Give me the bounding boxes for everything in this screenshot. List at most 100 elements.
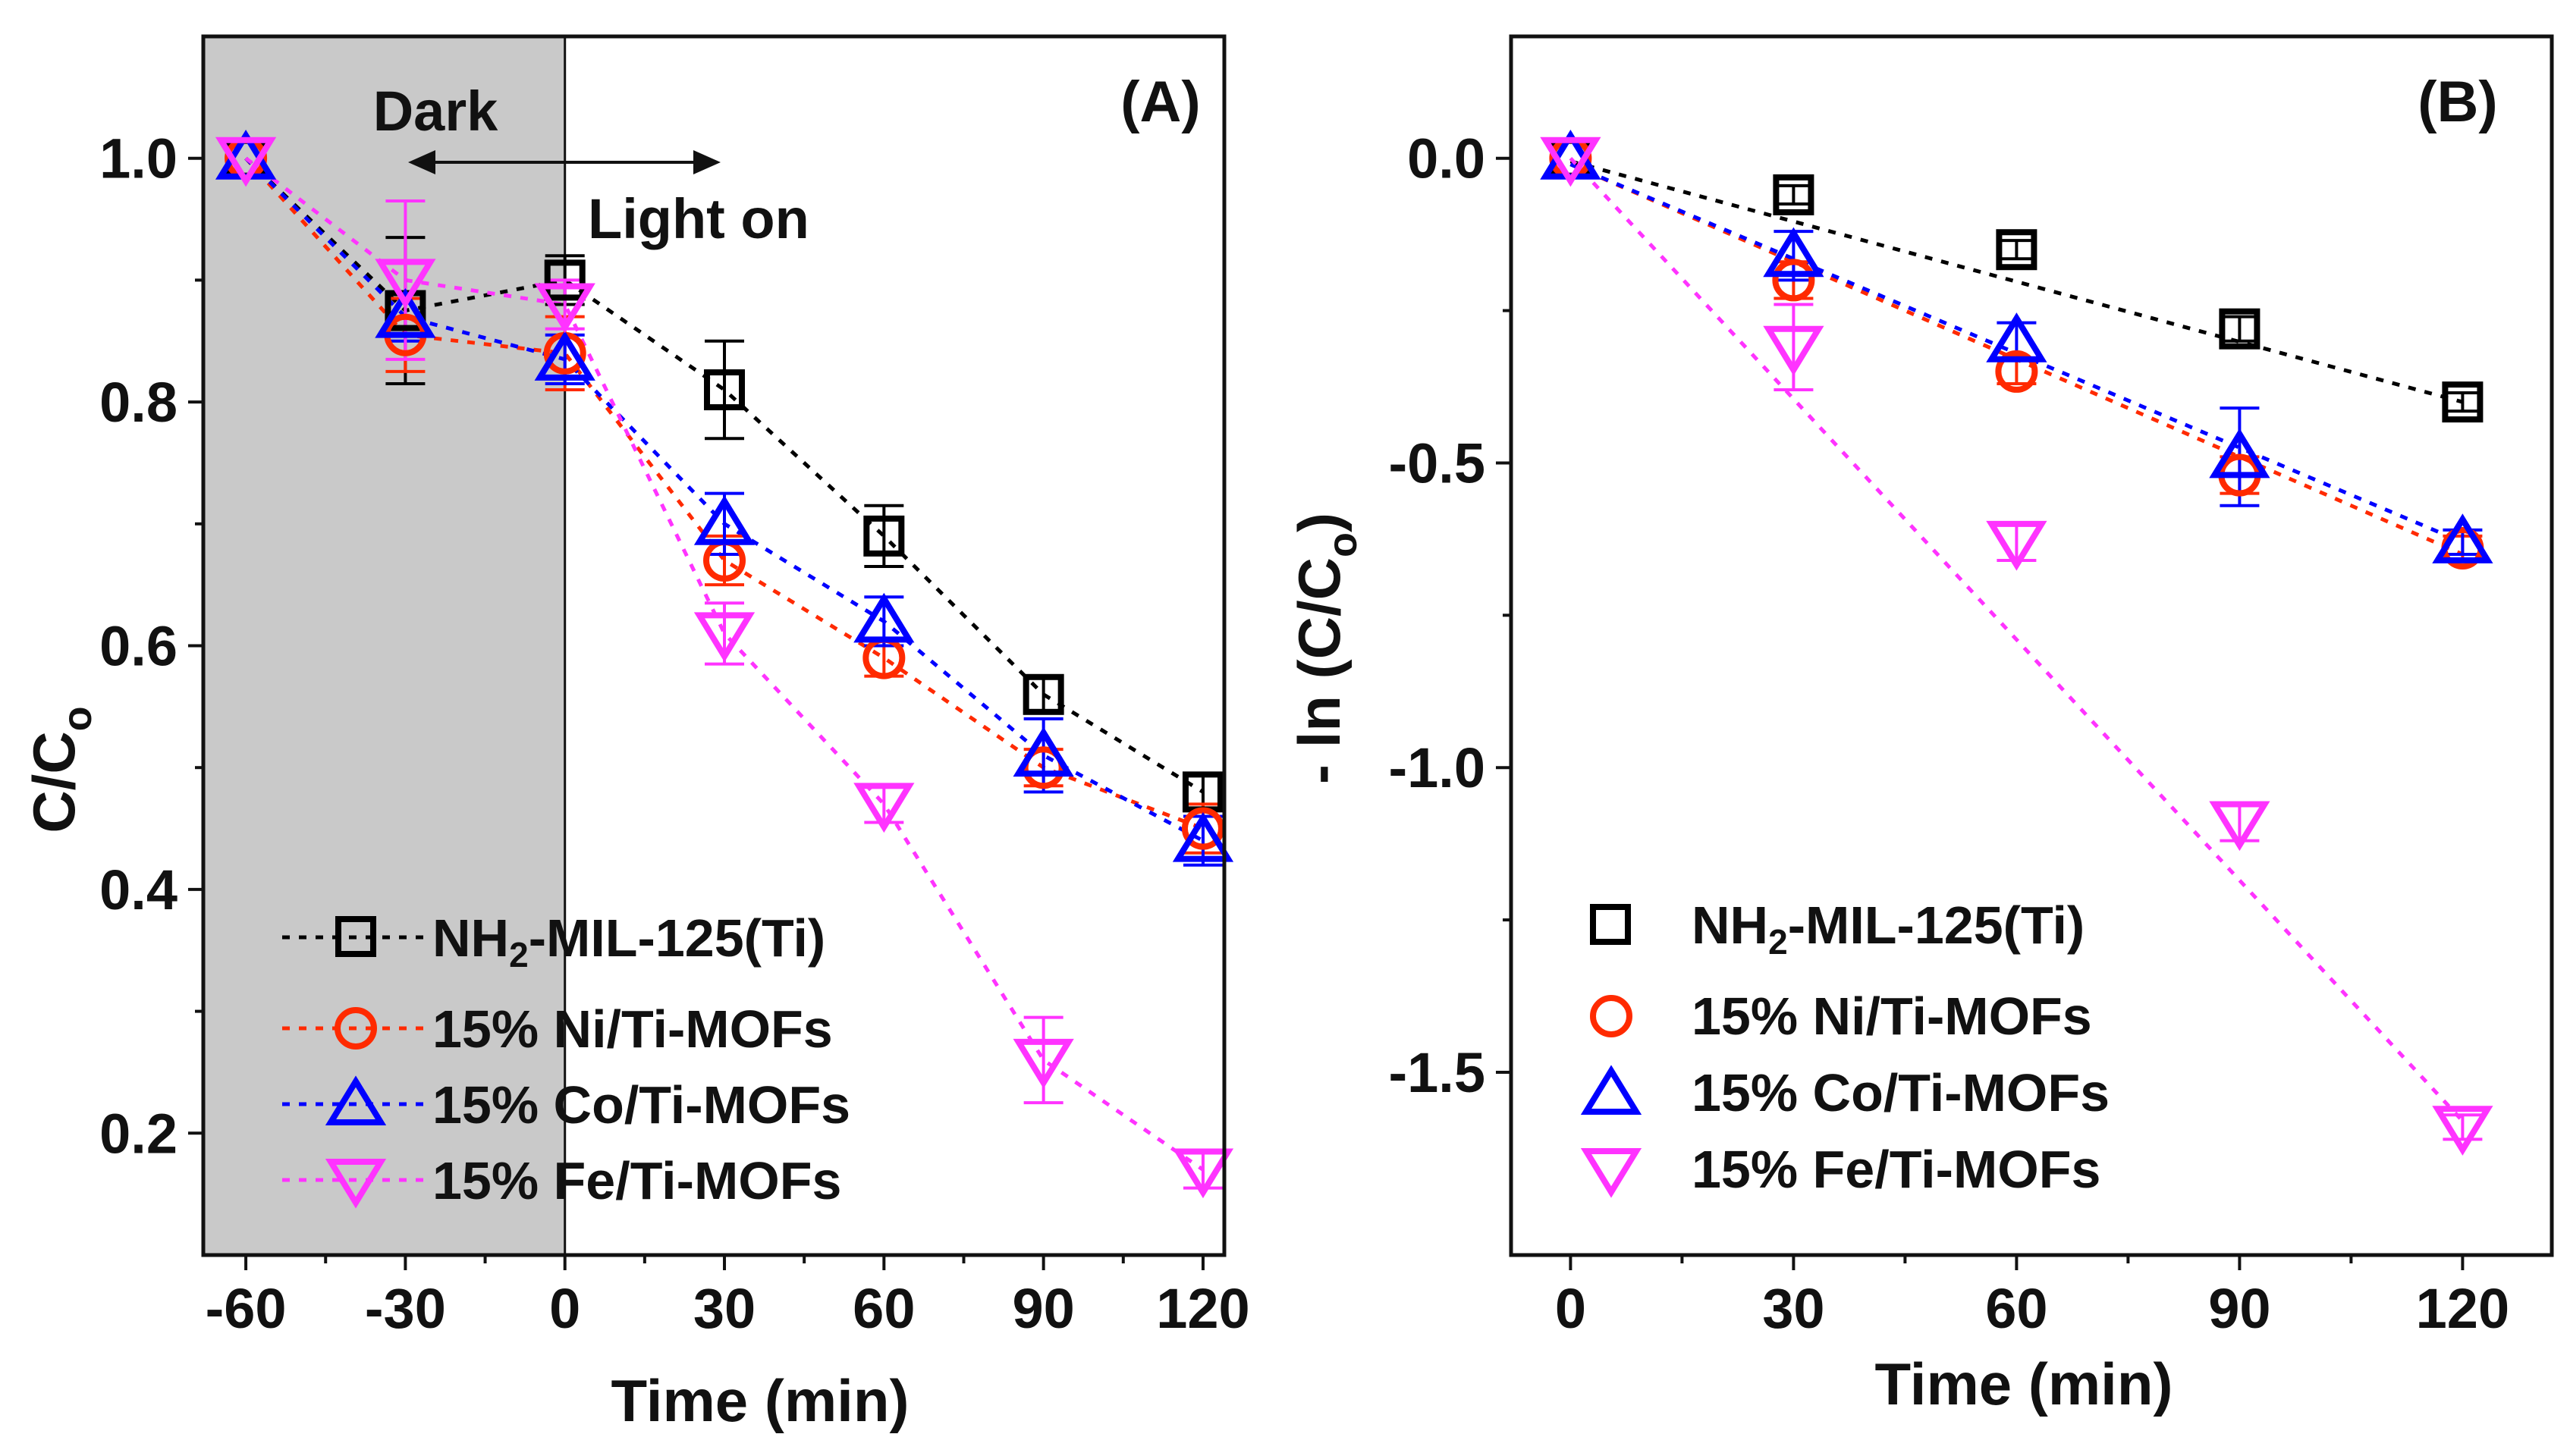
x-tick-label: 90 [2208,1277,2270,1340]
point-nh2-mil-125-ti [1773,174,1814,215]
point-15-co-ti-mofs [853,592,915,643]
dark-period-shading [203,36,565,1255]
point-15-fe-ti-mofs [1172,1148,1234,1199]
legend-entry-nh2-mil-125: NH2-MIL-125(Ti) [282,908,825,974]
point-15-fe-ti-mofs [853,783,915,833]
legend-b-marker-triangle-down [1580,1148,1642,1198]
point-15-co-ti-mofs [2432,513,2493,563]
error-bar-nh2-mil-125-ti [2443,391,2483,413]
error-bar-nh2-mil-125-ti [705,339,745,441]
panel-b-y-title-end: ) [1286,513,1353,532]
point-15-ni-ti-mofs [1772,259,1815,302]
point-nh2-mil-125-ti [863,515,905,557]
point-15-fe-ti-mofs [1013,1038,1074,1089]
panel-a-y-axis-title: C/Co [20,706,100,833]
line-nh2-mil-125-ti [1569,159,2464,404]
legend-b-entry-fe-ti-mofs: 15% Fe/Ti-MOFs [1580,1140,2100,1199]
panel-b-fit-lines [1569,157,2465,1122]
point-15-co-ti-mofs [2209,428,2270,479]
svg-text:C/Co: C/Co [20,706,100,833]
svg-text:- ln (C/Co): - ln (C/Co) [1286,513,1365,784]
x-tick-label: 0 [549,1277,580,1340]
x-tick-label: 120 [2416,1277,2509,1340]
x-tick-label: 90 [1012,1277,1074,1340]
panel-b-plot-frame [1509,34,2554,1257]
point-15-fe-ti-mofs [1540,136,1601,187]
point-15-co-ti-mofs [1172,811,1234,862]
point-15-fe-ti-mofs [2432,1106,2493,1156]
panel-a-legend: NH2-MIL-125(Ti) 15% Ni/Ti-MOFs 15% Co/Ti… [282,908,850,1210]
point-nh2-mil-125-ti [1996,229,2037,271]
point-15-fe-ti-mofs [693,612,756,663]
error-bar-nh2-mil-125-ti [1774,184,1814,206]
panel-a-y-ticks: 0.2 0.4 0.6 0.8 1.0 [99,127,203,1165]
panel-b-y-ticks: 0.0 -0.5 -1.0 -1.5 [1388,127,1511,1104]
y-tick-label: 0.8 [99,371,178,434]
y-tick-label: 0.4 [99,858,178,921]
y-tick-label: -1.5 [1388,1041,1485,1104]
legend-b-label-nh2-mil-125: NH2-MIL-125(Ti) [1692,896,2085,962]
panel-a-chart: -60 -30 0 30 60 90 120 0.2 0.4 0.6 0.8 1.0 Dark Li… [20,34,1250,1434]
panel-b-y-title-main: - ln (C/C [1286,557,1353,784]
panel-b-chart: 0 30 60 90 120 0.0 -0.5 -1.0 -1.5 (B) Time (min… [1286,34,2554,1417]
legend-label-nh2-mil-125: NH2-MIL-125(Ti) [432,908,825,974]
legend-marker-triangle-up [325,1075,387,1125]
legend-b-marker-square [1590,904,1631,945]
legend-marker-square [335,916,376,957]
x-tick-label: 120 [1156,1277,1249,1340]
x-tick-label: -60 [206,1277,287,1340]
point-15-co-ti-mofs [693,495,756,545]
point-15-fe-ti-mofs [1763,325,1824,376]
x-tick-label: 0 [1555,1277,1586,1340]
legend-b-label-ni-ti-mofs: 15% Ni/Ti-MOFs [1692,987,2092,1046]
legend-label-ni-ti-mofs: 15% Ni/Ti-MOFs [432,999,833,1059]
panel-a-y-title-sub: o [55,706,100,731]
panel-b-x-axis-title: Time (min) [1875,1351,2173,1417]
point-nh2-mil-125-ti [2442,381,2484,423]
y-tick-label: 0.0 [1407,127,1485,190]
error-bar-15-fe-ti-mofs [2443,1113,2483,1141]
panel-b-x-ticks: 0 30 60 90 120 [1555,1255,2509,1340]
panel-b-label: (B) [2418,70,2498,134]
error-bar-nh2-mil-125-ti [1997,239,2037,261]
legend-label-co-ti-mofs: 15% Co/Ti-MOFs [432,1075,850,1134]
legend-b-label-co-ti-mofs: 15% Co/Ti-MOFs [1692,1063,2110,1122]
y-tick-label: -1.0 [1388,736,1485,799]
legend-b-entry-co-ti-mofs: 15% Co/Ti-MOFs [1580,1063,2110,1122]
panel-a-y-title-main: C/C [20,731,87,833]
x-tick-label: -30 [365,1277,446,1340]
line-15-fe-ti-mofs [1569,157,2465,1122]
error-bar-nh2-mil-125-ti [2220,315,2260,343]
legend-entry-ni-ti-mofs: 15% Ni/Ti-MOFs [282,999,833,1059]
point-15-co-ti-mofs [534,331,595,381]
legend-b-entry-nh2-mil-125: NH2-MIL-125(Ti) [1590,896,2085,962]
error-bar-nh2-mil-125-ti [864,504,904,569]
panel-b-y-axis-title: - ln (C/Co) [1286,513,1365,784]
panel-b-y-title-sub: o [1320,532,1365,557]
legend-entry-fe-ti-mofs: 15% Fe/Ti-MOFs [282,1151,841,1210]
y-tick-label: 0.6 [99,615,178,678]
point-15-ni-ti-mofs [1995,350,2038,393]
panel-a-label: (A) [1120,70,1201,134]
panel-a-markers [215,130,1234,1199]
point-15-co-ti-mofs [1763,227,1824,278]
legend-marker-triangle-down [325,1159,387,1209]
panel-b-legend: NH2-MIL-125(Ti) 15% Ni/Ti-MOFs 15% Co/Ti… [1580,896,2110,1199]
legend-label-fe-ti-mofs: 15% Fe/Ti-MOFs [432,1151,841,1210]
y-tick-label: 0.2 [99,1102,178,1165]
legend-b-marker-circle [1590,995,1632,1037]
y-tick-label: 1.0 [99,127,178,190]
dark-annotation: Dark [373,80,498,143]
point-nh2-mil-125-ti [544,259,586,301]
x-tick-label: 30 [693,1277,756,1340]
panel-b-markers [1540,130,2493,1156]
legend-marker-circle [335,1007,377,1050]
point-15-co-ti-mofs [375,287,436,338]
error-bar-nh2-mil-125-ti [1023,674,1064,714]
point-15-co-ti-mofs [1013,726,1074,777]
panel-a-x-axis-title: Time (min) [611,1367,910,1434]
light-on-annotation: Light on [588,187,809,250]
point-nh2-mil-125-ti [704,369,746,411]
point-nh2-mil-125-ti [2219,308,2261,350]
